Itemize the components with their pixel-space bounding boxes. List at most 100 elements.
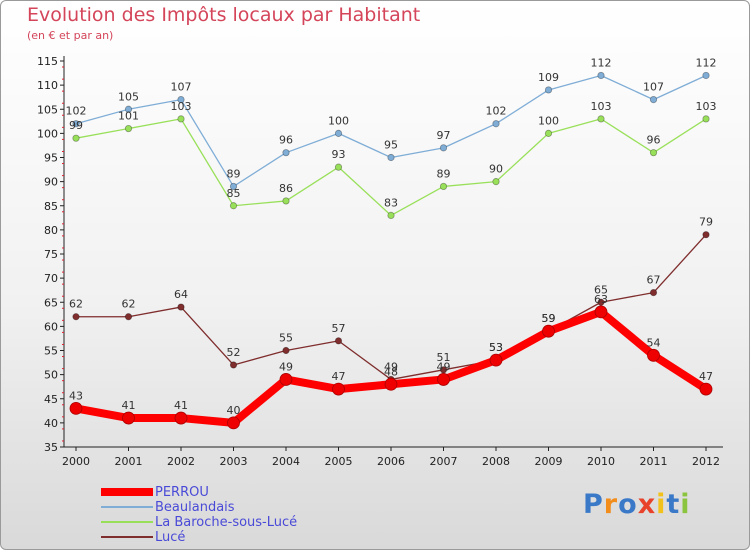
- data-label: 107: [643, 81, 664, 94]
- data-point: [69, 401, 83, 415]
- data-label: 59: [542, 312, 556, 325]
- data-point: [649, 96, 658, 104]
- data-label: 51: [437, 351, 451, 364]
- data-point: [229, 182, 238, 191]
- legend-label: PERROU: [155, 485, 209, 500]
- data-label: 49: [437, 360, 451, 373]
- data-label: 103: [171, 100, 192, 113]
- data-label: 49: [279, 360, 293, 373]
- data-label: 79: [699, 216, 713, 229]
- data-point: [279, 373, 293, 386]
- data-point: [702, 71, 710, 80]
- y-tick-label: 50: [44, 369, 58, 382]
- data-label: 65: [594, 283, 608, 296]
- legend-label: Lucé: [155, 530, 186, 545]
- data-label: 95: [384, 139, 398, 152]
- chart-title: Evolution des Impôts locaux par Habitant: [27, 4, 421, 26]
- data-label: 64: [174, 288, 188, 301]
- data-point: [649, 288, 658, 297]
- data-point: [177, 115, 185, 123]
- y-tick-label: 95: [44, 152, 58, 165]
- data-label: 97: [437, 129, 451, 142]
- data-point: [492, 120, 500, 128]
- data-point: [229, 202, 238, 210]
- data-label: 99: [69, 119, 83, 132]
- data-label: 90: [489, 163, 503, 176]
- data-label: 112: [591, 56, 612, 69]
- data-point: [542, 324, 555, 338]
- data-label: 112: [696, 56, 717, 69]
- data-point: [332, 382, 345, 396]
- data-label: 103: [696, 100, 717, 113]
- data-point: [384, 377, 398, 391]
- x-tick-label: 2002: [167, 455, 195, 468]
- data-point: [594, 305, 608, 319]
- data-point: [72, 134, 80, 142]
- data-point: [174, 411, 188, 425]
- y-tick-label: 90: [44, 176, 58, 189]
- data-point: [282, 346, 290, 355]
- x-tick-label: 2005: [325, 455, 353, 468]
- data-label: 59: [542, 312, 556, 325]
- data-label: 62: [122, 298, 136, 311]
- x-tick-label: 2008: [482, 455, 510, 468]
- x-tick-label: 2011: [640, 455, 668, 468]
- data-label: 43: [69, 389, 83, 402]
- data-label: 40: [227, 404, 241, 417]
- data-point: [387, 153, 395, 162]
- logo-letter: o: [618, 489, 638, 520]
- data-label: 47: [699, 370, 713, 383]
- data-point: [492, 178, 500, 186]
- data-point: [702, 115, 710, 123]
- data-label: 67: [647, 274, 661, 287]
- x-tick-label: 2010: [587, 455, 615, 468]
- y-tick-label: 100: [37, 127, 58, 140]
- data-point: [489, 353, 503, 367]
- legend-swatch: [101, 488, 153, 496]
- data-label: 96: [647, 134, 661, 147]
- data-label: 55: [279, 332, 293, 345]
- data-label: 41: [122, 399, 136, 412]
- data-point: [72, 120, 80, 128]
- x-tick-label: 2006: [377, 455, 405, 468]
- data-label: 107: [171, 81, 192, 94]
- x-tick-label: 2003: [220, 455, 248, 468]
- legend-swatch: [101, 536, 153, 538]
- data-label: 103: [591, 100, 612, 113]
- data-label: 83: [384, 196, 398, 209]
- y-tick-label: 70: [44, 272, 58, 285]
- data-point: [387, 211, 395, 219]
- y-tick-label: 75: [44, 248, 58, 261]
- data-label: 89: [227, 167, 241, 180]
- x-tick-label: 2004: [272, 455, 300, 468]
- data-point: [597, 71, 605, 80]
- data-point: [699, 382, 713, 396]
- x-tick-label: 2012: [692, 455, 720, 468]
- data-point: [72, 313, 80, 321]
- data-point: [647, 348, 660, 362]
- data-label: 96: [279, 134, 293, 147]
- proxiti-logo: Proxiti: [583, 489, 691, 520]
- data-label: 105: [118, 90, 139, 103]
- data-label: 57: [332, 322, 346, 335]
- data-point: [227, 416, 240, 430]
- data-label: 85: [227, 187, 241, 200]
- data-point: [597, 298, 605, 306]
- data-label: 63: [594, 293, 608, 306]
- data-label: 54: [647, 336, 661, 349]
- y-tick-label: 85: [44, 200, 58, 213]
- data-label: 93: [332, 148, 346, 161]
- y-tick-label: 80: [44, 224, 58, 237]
- data-label: 41: [174, 399, 188, 412]
- data-point: [544, 86, 553, 94]
- logo-letter: x: [637, 489, 657, 520]
- data-point: [229, 361, 238, 369]
- data-label: 109: [538, 71, 559, 84]
- data-label: 62: [69, 298, 83, 311]
- legend-swatch: [101, 506, 153, 508]
- data-label: 102: [66, 105, 87, 118]
- data-label: 89: [437, 167, 451, 180]
- y-tick-label: 105: [37, 103, 58, 116]
- data-label: 52: [227, 346, 241, 359]
